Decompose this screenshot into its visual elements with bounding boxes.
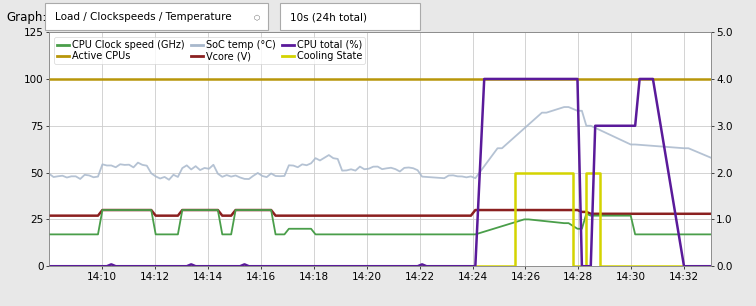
Text: Load / Clockspeeds / Temperature: Load / Clockspeeds / Temperature (55, 12, 232, 22)
Text: Graph:: Graph: (6, 11, 46, 24)
Text: ⬡: ⬡ (253, 14, 259, 20)
Legend: CPU Clock speed (GHz), Active CPUs, SoC temp (°C), Vcore (V), CPU total (%), Coo: CPU Clock speed (GHz), Active CPUs, SoC … (54, 37, 365, 64)
FancyBboxPatch shape (280, 3, 420, 30)
FancyBboxPatch shape (45, 3, 268, 30)
Text: 10s (24h total): 10s (24h total) (290, 12, 367, 22)
